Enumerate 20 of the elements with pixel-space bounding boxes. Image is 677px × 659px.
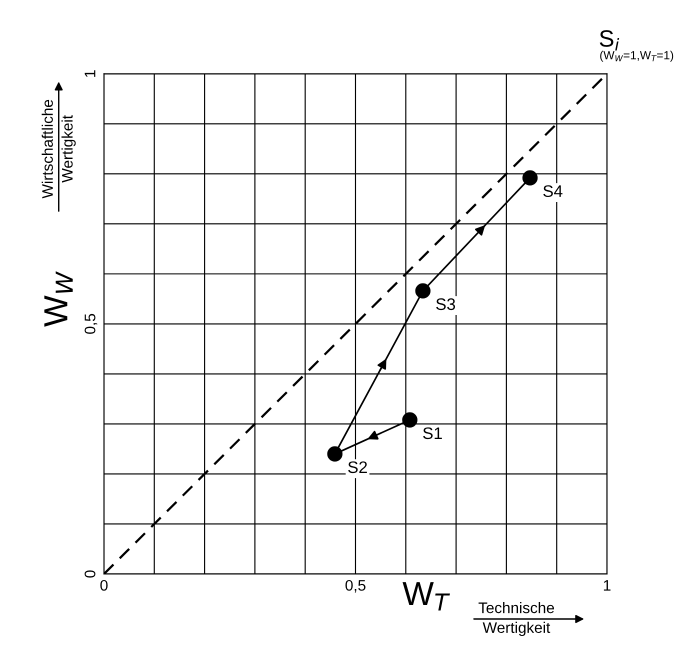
x-tick-label: 0,5	[345, 580, 366, 593]
y-tick-label: 0	[84, 570, 96, 578]
annotation: S4	[543, 185, 562, 198]
y-axis-title: W$_{W}$	[44, 271, 73, 327]
text: Wirtschaftliche Wertigkeit	[42, 100, 76, 198]
point	[327, 446, 343, 462]
point	[415, 283, 431, 299]
annotation: S1	[423, 427, 442, 440]
text: (W$_{W}$=1,W$_{T}$=1)	[600, 50, 674, 62]
text: Technische Wertigkeit	[478, 602, 554, 636]
annotation: S$_{i}$	[600, 30, 620, 51]
point	[402, 412, 418, 428]
annotation: S3	[436, 298, 456, 310]
y-tick-label: 0,5	[84, 314, 98, 334]
x-tick-label: 1	[604, 580, 610, 591]
point	[522, 170, 538, 186]
y-tick-label: 1	[84, 70, 96, 77]
x-axis-title: W$_{T}$	[402, 582, 450, 611]
x-tick-label: 0	[100, 580, 108, 591]
annotation: S2	[348, 461, 367, 474]
